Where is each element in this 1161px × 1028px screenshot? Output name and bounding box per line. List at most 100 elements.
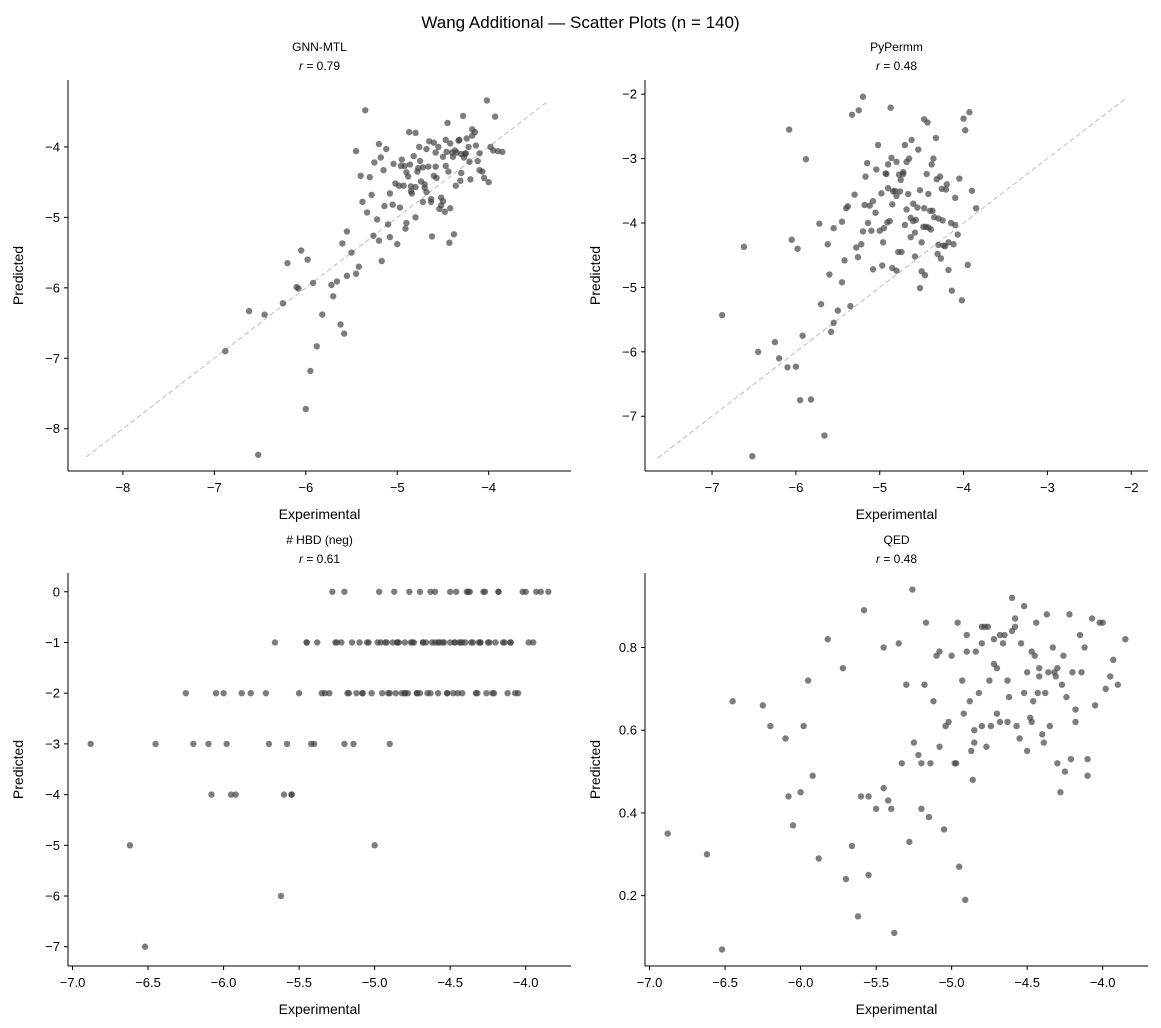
data-point — [533, 588, 540, 595]
data-point — [817, 300, 825, 308]
data-point — [782, 735, 789, 742]
data-point — [348, 249, 355, 256]
data-point — [449, 689, 457, 697]
data-point — [971, 727, 978, 734]
data-point — [797, 789, 804, 796]
data-point — [1008, 594, 1016, 602]
data-point — [468, 639, 475, 646]
scatter-panel-1: GNN-MTL r = 0.79 −8 −7 −6 −5 −4 −8 −7 −6 −5 −4 Exper… — [10, 40, 571, 522]
data-point — [951, 194, 959, 202]
x-tick-label: −4 — [956, 480, 971, 495]
data-point — [288, 791, 295, 798]
data-point — [830, 319, 837, 327]
data-point — [1052, 673, 1060, 680]
data-point — [945, 239, 952, 246]
data-point — [718, 311, 726, 319]
data-point — [993, 710, 1001, 717]
data-point — [447, 205, 454, 212]
data-point — [893, 267, 900, 274]
data-point — [664, 830, 671, 837]
data-point — [419, 198, 427, 206]
data-point — [718, 946, 726, 953]
data-point — [903, 158, 910, 166]
data-point — [956, 175, 963, 182]
data-point — [208, 791, 215, 798]
data-point — [472, 142, 480, 149]
data-point — [348, 639, 356, 646]
data-point — [373, 216, 381, 223]
data-point — [935, 215, 942, 222]
data-point — [847, 302, 854, 310]
data-point — [858, 241, 865, 248]
data-point — [807, 396, 815, 403]
data-point — [407, 639, 415, 646]
data-point — [474, 157, 481, 165]
correlation-symbol: r — [876, 59, 881, 73]
data-point — [326, 689, 333, 697]
data-point — [972, 648, 980, 655]
x-tick-label: −3 — [1040, 480, 1055, 495]
data-point — [1066, 611, 1073, 618]
data-point — [950, 241, 957, 248]
data-point — [390, 160, 397, 168]
data-point — [859, 93, 867, 100]
x-tick-label: −5 — [390, 480, 405, 495]
data-point — [1049, 644, 1057, 651]
data-point — [775, 355, 783, 362]
data-point — [918, 239, 925, 246]
data-point — [903, 206, 910, 213]
data-point — [454, 689, 461, 697]
data-point — [419, 164, 427, 171]
data-point — [1096, 619, 1103, 626]
data-point — [466, 158, 473, 165]
data-point — [1028, 718, 1035, 726]
data-point — [431, 588, 439, 595]
data-point — [1033, 619, 1040, 626]
data-point — [212, 689, 220, 697]
data-point — [485, 178, 492, 186]
data-point — [491, 113, 499, 120]
data-point — [1039, 731, 1046, 738]
data-point — [425, 163, 432, 170]
data-point — [383, 639, 390, 646]
data-point — [889, 188, 897, 195]
data-point — [483, 689, 490, 697]
y-axis-label: Predicted — [10, 246, 26, 305]
panel-title: GNN-MTL — [292, 40, 347, 54]
data-point — [972, 204, 980, 212]
data-point — [255, 451, 262, 458]
data-point — [879, 239, 887, 246]
data-point — [865, 871, 872, 879]
data-point — [433, 174, 440, 182]
data-point — [302, 405, 309, 413]
data-point — [492, 639, 499, 646]
data-point — [486, 639, 493, 646]
data-point — [838, 279, 846, 286]
data-point — [1063, 693, 1070, 701]
y-tick-label: 0.4 — [619, 805, 637, 820]
data-point — [872, 805, 880, 812]
data-point — [851, 191, 858, 198]
data-point — [445, 168, 452, 175]
data-point — [872, 209, 879, 216]
data-point — [371, 159, 378, 166]
y-tick-label: 0.8 — [619, 640, 637, 655]
data-point — [987, 722, 995, 730]
data-point — [1017, 640, 1025, 647]
data-point — [401, 689, 409, 697]
data-point — [914, 204, 921, 211]
data-point — [371, 842, 378, 849]
data-point — [1058, 681, 1066, 688]
data-point — [141, 943, 149, 950]
data-point — [959, 677, 966, 684]
data-point — [834, 307, 842, 314]
data-point — [799, 332, 806, 339]
data-point — [400, 182, 407, 189]
data-point — [853, 244, 860, 251]
data-point — [190, 740, 197, 748]
data-points — [222, 97, 506, 458]
data-point — [362, 107, 369, 114]
data-point — [895, 640, 902, 647]
data-point — [417, 178, 425, 185]
data-point — [874, 141, 882, 149]
